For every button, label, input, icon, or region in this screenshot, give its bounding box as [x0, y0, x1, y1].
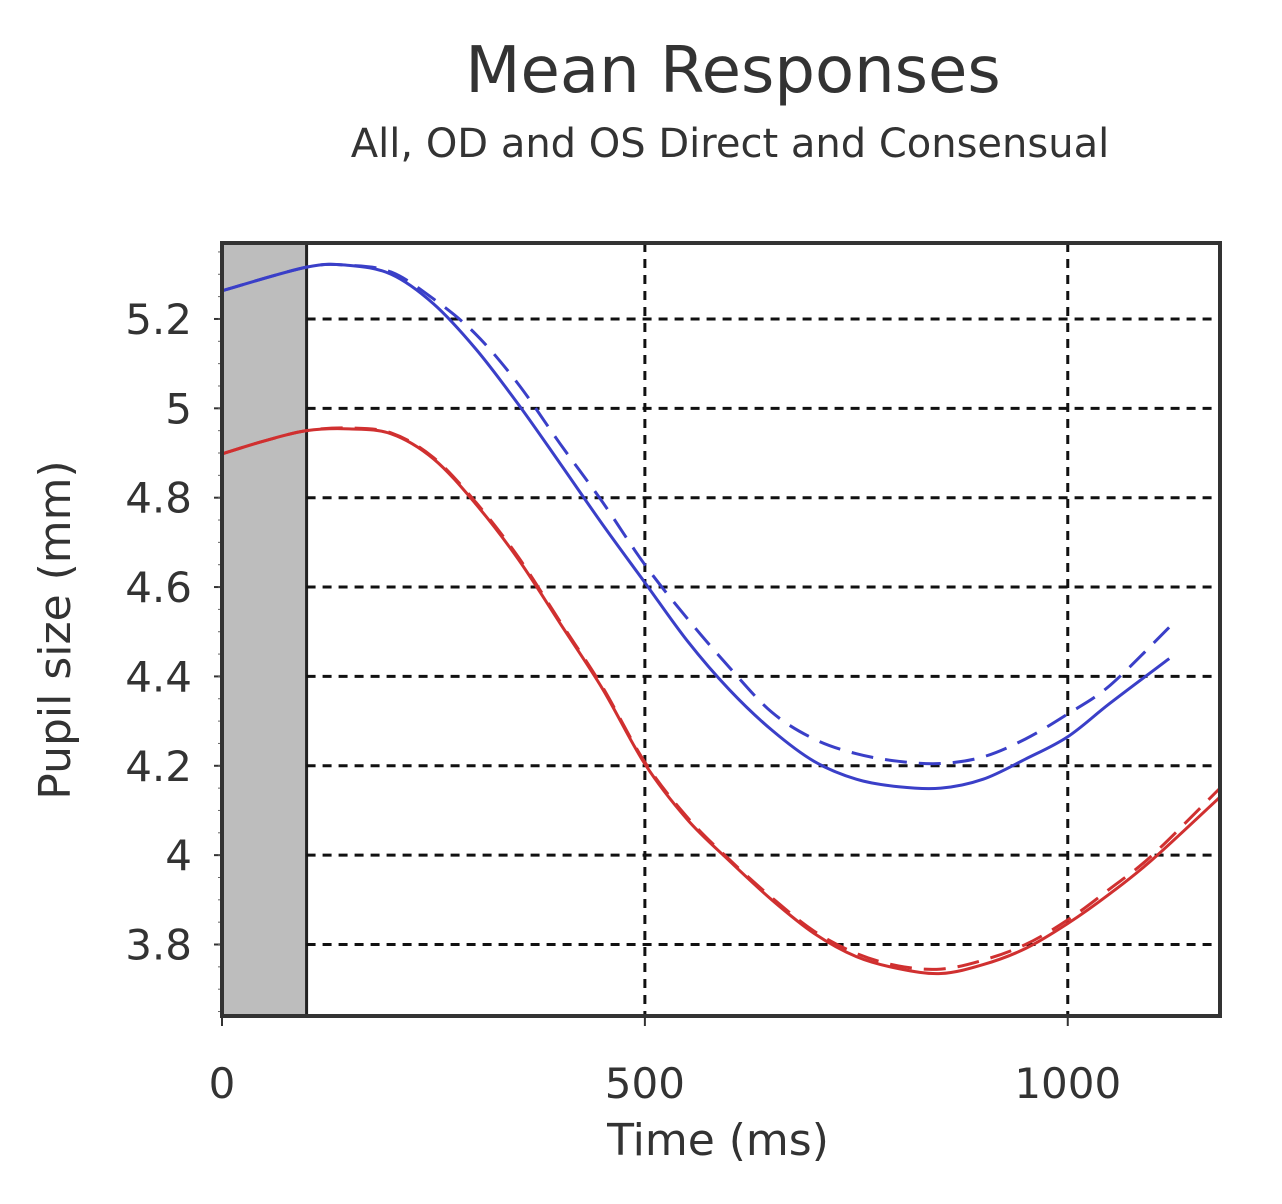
series-line-4: [221, 426, 1222, 971]
y-axis-label: Pupil size (mm): [30, 460, 81, 799]
chart-subtitle: All, OD and OS Direct and Consensual: [351, 121, 1109, 167]
y-tick-label: 4.6: [125, 563, 192, 612]
plot-frame: [220, 241, 1222, 1018]
x-axis-label: Time (ms): [606, 1115, 829, 1166]
shaded-region: [222, 243, 307, 1016]
y-tick-label: 5.2: [125, 295, 192, 344]
y-tick-label: 3.8: [125, 921, 192, 970]
x-tick-label: 1000: [1014, 1059, 1121, 1108]
series-line-1: [221, 262, 1171, 791]
y-tick-label: 4.2: [125, 742, 192, 791]
y-tick-label: 4: [165, 831, 192, 880]
series-line-3: [221, 427, 1222, 976]
x-tick-label: 0: [209, 1059, 236, 1108]
y-tick-label: 4.4: [125, 652, 192, 701]
x-tick-label: 500: [605, 1059, 685, 1108]
plot-area: 3.8 4 4.2 4.4 4.6 4.8 5 5.2 0 500 1000: [125, 241, 1222, 1108]
y-tick-label: 4.8: [125, 474, 192, 523]
series-line-2: [221, 262, 1171, 766]
y-tick-label: 5: [165, 384, 192, 433]
chart-title: Mean Responses: [465, 34, 1000, 108]
